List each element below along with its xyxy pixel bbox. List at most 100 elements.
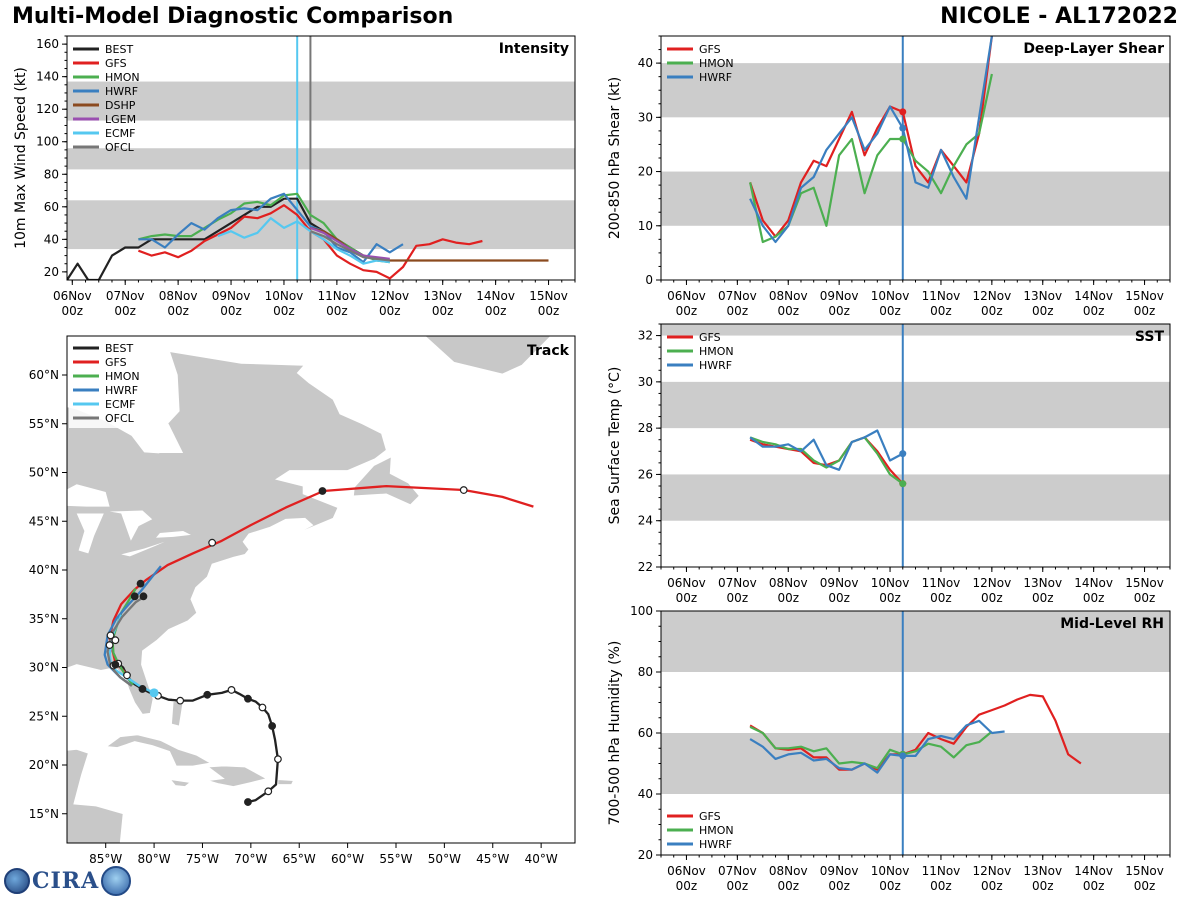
rh-xtick-day: 15Nov [1125,864,1164,878]
intensity-legend-label-hwrf: HWRF [105,85,138,98]
intensity-legend-label-ofcl: OFCL [105,141,135,154]
track-xtick-label: 60°W [331,852,364,866]
central-america-land [67,748,124,843]
shear-ytick-label: 20 [638,165,653,179]
panel-track: 85°W 80°W 75°W 70°W 65°W 60°W 55°W 50°W 45°W 40°W… [29,335,576,866]
shear-xtick-day: 11Nov [922,289,961,303]
track-xtick-label: 65°W [283,852,316,866]
rh-ylabel: 700-500 hPa Humidity (%) [607,641,623,826]
intensity-xtick-day: 15Nov [529,289,568,303]
intensity-shade-band [67,200,575,250]
intensity-legend-label-lgem: LGEM [105,113,136,126]
intensity-legend-label-hmon: HMON [105,71,140,84]
intensity-xtick-hour: 00z [379,304,401,318]
cuba-land [105,734,212,767]
nasa-globe-icon [101,866,132,896]
track-ytick-label: 40°N [29,563,59,577]
track-forecast-marker [106,631,115,640]
rh-series-hwrf [749,719,1005,774]
track-forecast-marker [459,486,468,494]
sst-xtick-hour: 00z [1032,591,1054,605]
rh-series-hmon [749,725,993,770]
rh-xtick-day: 13Nov [1023,864,1062,878]
sst-legend-label-gfs: GFS [699,331,721,344]
rh-xtick-hour: 00z [828,879,850,893]
rh-legend-label-hmon: HMON [699,824,734,837]
track-ytick-label: 45°N [29,514,59,528]
intensity-xtick-hour: 00z [167,304,189,318]
shear-xtick-hour: 00z [727,304,749,318]
sst-xtick-day: 15Nov [1125,576,1164,590]
header-title: Multi-Model Diagnostic Comparison [12,4,454,29]
sst-marker-hmon [899,480,907,488]
rh-xtick-day: 09Nov [820,864,859,878]
sst-ytick-label: 30 [638,375,653,389]
intensity-xtick-day: 10Nov [265,289,304,303]
shear-xtick-day: 09Nov [820,289,859,303]
intensity-ytick-label: 40 [44,232,59,246]
sst-shade-band [661,474,1170,521]
sst-xtick-day: 11Nov [922,576,961,590]
intensity-series-ofcl [310,230,390,262]
rh-title: Mid-Level RH [1060,616,1164,632]
rh-xtick-hour: 00z [1032,879,1054,893]
shear-xtick-day: 12Nov [972,289,1011,303]
sst-xtick-hour: 00z [676,591,698,605]
track-ytick-label: 30°N [29,661,59,675]
sst-xtick-hour: 00z [981,591,1003,605]
shear-xtick-hour: 00z [1032,304,1054,318]
track-best-marker [111,660,120,669]
shear-xtick-day: 08Nov [769,289,808,303]
rh-ytick-label: 20 [638,848,653,862]
sst-title: SST [1135,329,1165,345]
track-best-marker [268,722,277,730]
track-xtick-label: 45°W [476,852,509,866]
shear-series-hwrf [749,36,993,244]
intensity-xtick-day: 06Nov [53,289,92,303]
track-xtick-label: 55°W [379,852,412,866]
intensity-xtick-day: 11Nov [318,289,357,303]
intensity-title: Intensity [499,41,569,57]
shear-marker-hmon [899,135,907,143]
track-frame [66,335,576,844]
sst-xtick-day: 07Nov [718,576,757,590]
newfoundland-land [352,456,420,506]
intensity-xtick-day: 08Nov [159,289,198,303]
intensity-xtick-hour: 00z [485,304,507,318]
puerto-rico-land [277,779,295,785]
shear-marker-gfs [899,108,907,116]
storm-id: NICOLE - AL172022 [940,4,1178,29]
track-best-marker [123,671,131,680]
intensity-xtick-day: 12Nov [370,289,409,303]
lake-superior [67,484,110,507]
shear-legend-label-hwrf: HWRF [699,71,732,84]
rh-xtick-hour: 00z [879,879,901,893]
intensity-xtick-hour: 00z [432,304,454,318]
intensity-ytick-label: 100 [36,135,59,149]
shear-xtick-hour: 00z [879,304,901,318]
shear-xtick-day: 13Nov [1023,289,1062,303]
hispaniola-land [207,765,268,787]
track-ytick-label: 60°N [29,368,59,382]
shear-xtick-hour: 00z [1134,304,1156,318]
sst-xtick-hour: 00z [727,591,749,605]
sst-series-hwrf [749,429,904,471]
sst-ytick-label: 24 [638,514,653,528]
rh-xtick-day: 10Nov [871,864,910,878]
intensity-series-lgem [310,226,390,260]
shear-ytick-label: 10 [638,219,653,233]
rh-marker-hwrf [899,752,907,760]
rh-series-gfs [749,693,1082,771]
shear-shade-band [661,63,1170,118]
sst-xtick-day: 08Nov [769,576,808,590]
rh-xtick-day: 08Nov [769,864,808,878]
shear-ytick-label: 30 [638,110,653,124]
sst-marker-hwrf [899,450,907,458]
track-ytick-label: 15°N [29,807,59,821]
intensity-ylabel: 10m Max Wind Speed (kt) [13,67,29,249]
sst-xtick-hour: 00z [1134,591,1156,605]
track-best-marker [264,787,273,796]
lake-michigan [76,513,104,554]
jamaica-land [169,779,191,787]
